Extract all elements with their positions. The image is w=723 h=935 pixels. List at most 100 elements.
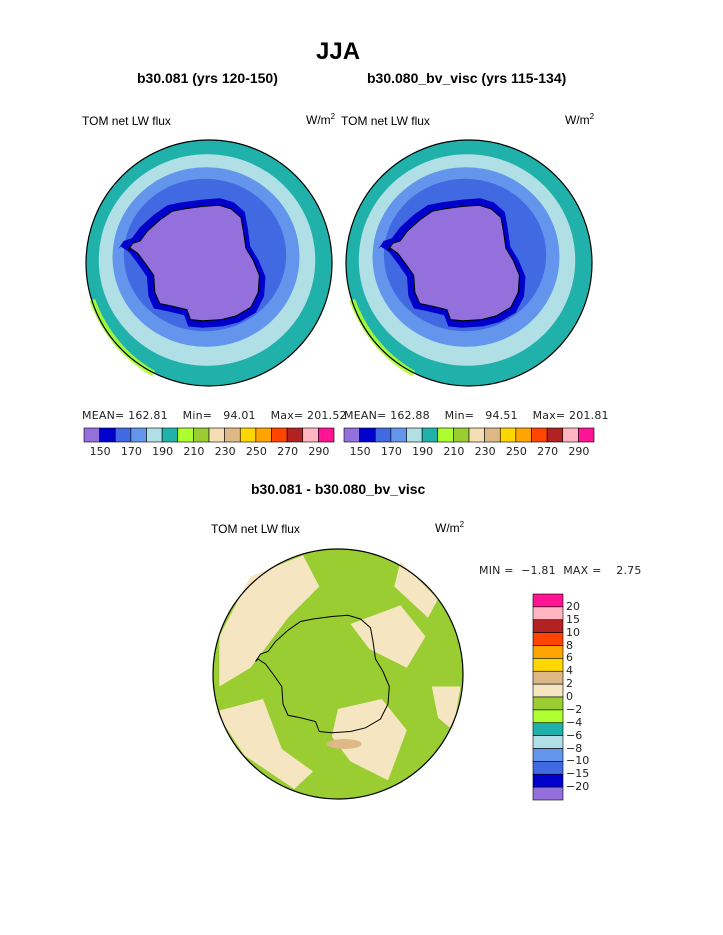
difference-colorbar-tick-label: 20 bbox=[566, 599, 580, 613]
panel1-colorbar-box bbox=[83, 427, 100, 443]
difference-antarctica-coast bbox=[255, 614, 390, 734]
panel2-colorbar-ticks: 150 170 190 210 230 250 270 290 bbox=[344, 445, 594, 459]
difference-colorbar-box bbox=[532, 593, 564, 608]
panel1-colorbar-box bbox=[318, 427, 335, 443]
difference-band-0-2-region bbox=[394, 561, 438, 618]
difference-colorbar-box bbox=[532, 696, 564, 711]
difference-colorbar-box bbox=[532, 735, 564, 749]
difference-colorbar-tick-label: 6 bbox=[566, 651, 573, 665]
panel1-colorbar-box bbox=[130, 427, 147, 443]
panel1-colorbar-box bbox=[99, 427, 116, 443]
panel2-variable-label: TOM net LW flux bbox=[341, 114, 430, 128]
difference-colorbar bbox=[532, 593, 564, 801]
panel1-map-border bbox=[85, 139, 333, 387]
panel2-colorbar-box bbox=[578, 427, 595, 443]
difference-colorbar-box bbox=[532, 773, 564, 788]
difference-colorbar-tick-label: 0 bbox=[566, 690, 573, 703]
panel2-colorbar-box bbox=[468, 427, 485, 443]
difference-band-0-2-region bbox=[331, 699, 407, 781]
difference-colorbar-box bbox=[532, 606, 564, 621]
panel2-colorbar-tick-label: 230 bbox=[474, 445, 496, 458]
difference-colorbar-box bbox=[532, 786, 564, 801]
difference-band-0-2-region bbox=[350, 605, 426, 668]
difference-colorbar-tick-label: −20 bbox=[566, 780, 590, 794]
panel2-colorbar-tick-label: 290 bbox=[568, 445, 590, 458]
difference-band-2-4 bbox=[326, 739, 362, 749]
panel1-colorbar-box bbox=[193, 427, 210, 443]
difference-colorbar-box bbox=[532, 658, 564, 672]
panel2-map-border bbox=[345, 139, 593, 387]
panel2-colorbar-box bbox=[531, 427, 548, 443]
difference-variable-label: TOM net LW flux bbox=[211, 522, 300, 536]
panel2-colorbar-box bbox=[374, 427, 392, 443]
difference-band-0-2-region bbox=[219, 555, 320, 687]
difference-colorbar-tick-label: 4 bbox=[566, 664, 573, 678]
panel2-colorbar-box bbox=[515, 427, 532, 443]
panel1-colorbar-tick-label: 230 bbox=[214, 445, 236, 458]
difference-colorbar-box bbox=[532, 722, 564, 736]
difference-band-0-2-region bbox=[215, 699, 313, 789]
panel1-colorbar-tick-label: 150 bbox=[89, 445, 111, 458]
panel1-colorbar-tick-label: 290 bbox=[308, 445, 330, 458]
panel2-polar-map bbox=[345, 139, 593, 387]
panel2-colorbar-box bbox=[343, 427, 360, 443]
panel2-colorbar bbox=[343, 427, 595, 443]
panel1-variable-label: TOM net LW flux bbox=[82, 114, 171, 128]
panel2-antarctica-coast bbox=[387, 204, 520, 322]
panel2-colorbar-box bbox=[359, 427, 376, 443]
panel1-colorbar-box bbox=[255, 427, 272, 443]
panel1-colorbar-box bbox=[114, 427, 132, 443]
panel1-colorbar-box bbox=[177, 427, 194, 443]
panel2-colorbar-box bbox=[421, 427, 439, 443]
difference-colorbar-ticks: 20 15 10 8 6 4 2 0 −2 −4 −6 −8 −10 −15 −20 bbox=[566, 594, 606, 800]
panel1-colorbar-tick-label: 190 bbox=[152, 445, 174, 458]
difference-units: W/m2 bbox=[435, 520, 465, 535]
panel1-colorbar-box bbox=[271, 427, 288, 443]
difference-colorbar-box bbox=[532, 683, 564, 698]
difference-colorbar-box bbox=[532, 632, 564, 646]
difference-minmax: MIN = −1.81 MAX = 2.75 bbox=[479, 564, 642, 577]
difference-colorbar-tick-label: −6 bbox=[566, 728, 583, 742]
panel1-colorbar-box bbox=[208, 427, 225, 443]
difference-colorbar-tick-label: −10 bbox=[566, 754, 590, 768]
panel2-colorbar-tick-label: 150 bbox=[349, 445, 371, 458]
difference-colorbar-tick-label: 8 bbox=[566, 638, 573, 652]
panel1-colorbar-tick-label: 170 bbox=[120, 445, 142, 458]
difference-polar-map bbox=[212, 548, 464, 800]
panel1-colorbar-box bbox=[146, 427, 163, 443]
difference-colorbar-box bbox=[532, 645, 564, 659]
panel1-colorbar-ticks: 150 170 190 210 230 250 270 290 bbox=[84, 445, 334, 459]
panel2-colorbar-box bbox=[390, 427, 407, 443]
panel1-colorbar-tick-label: 250 bbox=[245, 445, 267, 458]
panel1-units: W/m2 bbox=[306, 112, 336, 127]
difference-colorbar-tick-label: −2 bbox=[566, 702, 583, 716]
panel2-colorbar-tick-label: 190 bbox=[412, 445, 434, 458]
difference-colorbar-box bbox=[532, 761, 564, 775]
panel1-polar-map bbox=[85, 139, 333, 387]
panel1-colorbar-box bbox=[161, 427, 179, 443]
panel2-colorbar-box bbox=[453, 427, 470, 443]
difference-colorbar-box bbox=[532, 670, 564, 685]
panel1-colorbar-tick-label: 270 bbox=[277, 445, 299, 458]
difference-band-0-2-region bbox=[250, 717, 270, 739]
panel2-colorbar-box bbox=[546, 427, 564, 443]
difference-colorbar-box bbox=[532, 619, 564, 633]
panel1-colorbar-box bbox=[224, 427, 241, 443]
panel2-units: W/m2 bbox=[565, 112, 595, 127]
difference-colorbar-tick-label: 10 bbox=[566, 625, 580, 639]
difference-colorbar-box bbox=[532, 709, 564, 724]
panel2-colorbar-box bbox=[562, 427, 579, 443]
panel2-title: b30.080_bv_visc (yrs 115-134) bbox=[367, 70, 567, 86]
panel2-colorbar-tick-label: 210 bbox=[443, 445, 465, 458]
difference-title: b30.081 - b30.080_bv_visc bbox=[251, 481, 426, 497]
panel2-colorbar-tick-label: 250 bbox=[505, 445, 527, 458]
difference-colorbar-tick-label: −15 bbox=[566, 767, 590, 781]
panel1-antarctica-coast bbox=[127, 204, 260, 322]
panel1-colorbar-box bbox=[286, 427, 304, 443]
panel2-stats: MEAN= 162.88 Min= 94.51 Max= 201.81 bbox=[344, 409, 609, 422]
panel1-title: b30.081 (yrs 120-150) bbox=[137, 70, 278, 86]
difference-colorbar-tick-label: −4 bbox=[566, 715, 583, 729]
difference-colorbar-tick-label: 15 bbox=[566, 612, 580, 626]
panel2-colorbar-box bbox=[484, 427, 501, 443]
panel1-colorbar-box bbox=[239, 427, 257, 443]
